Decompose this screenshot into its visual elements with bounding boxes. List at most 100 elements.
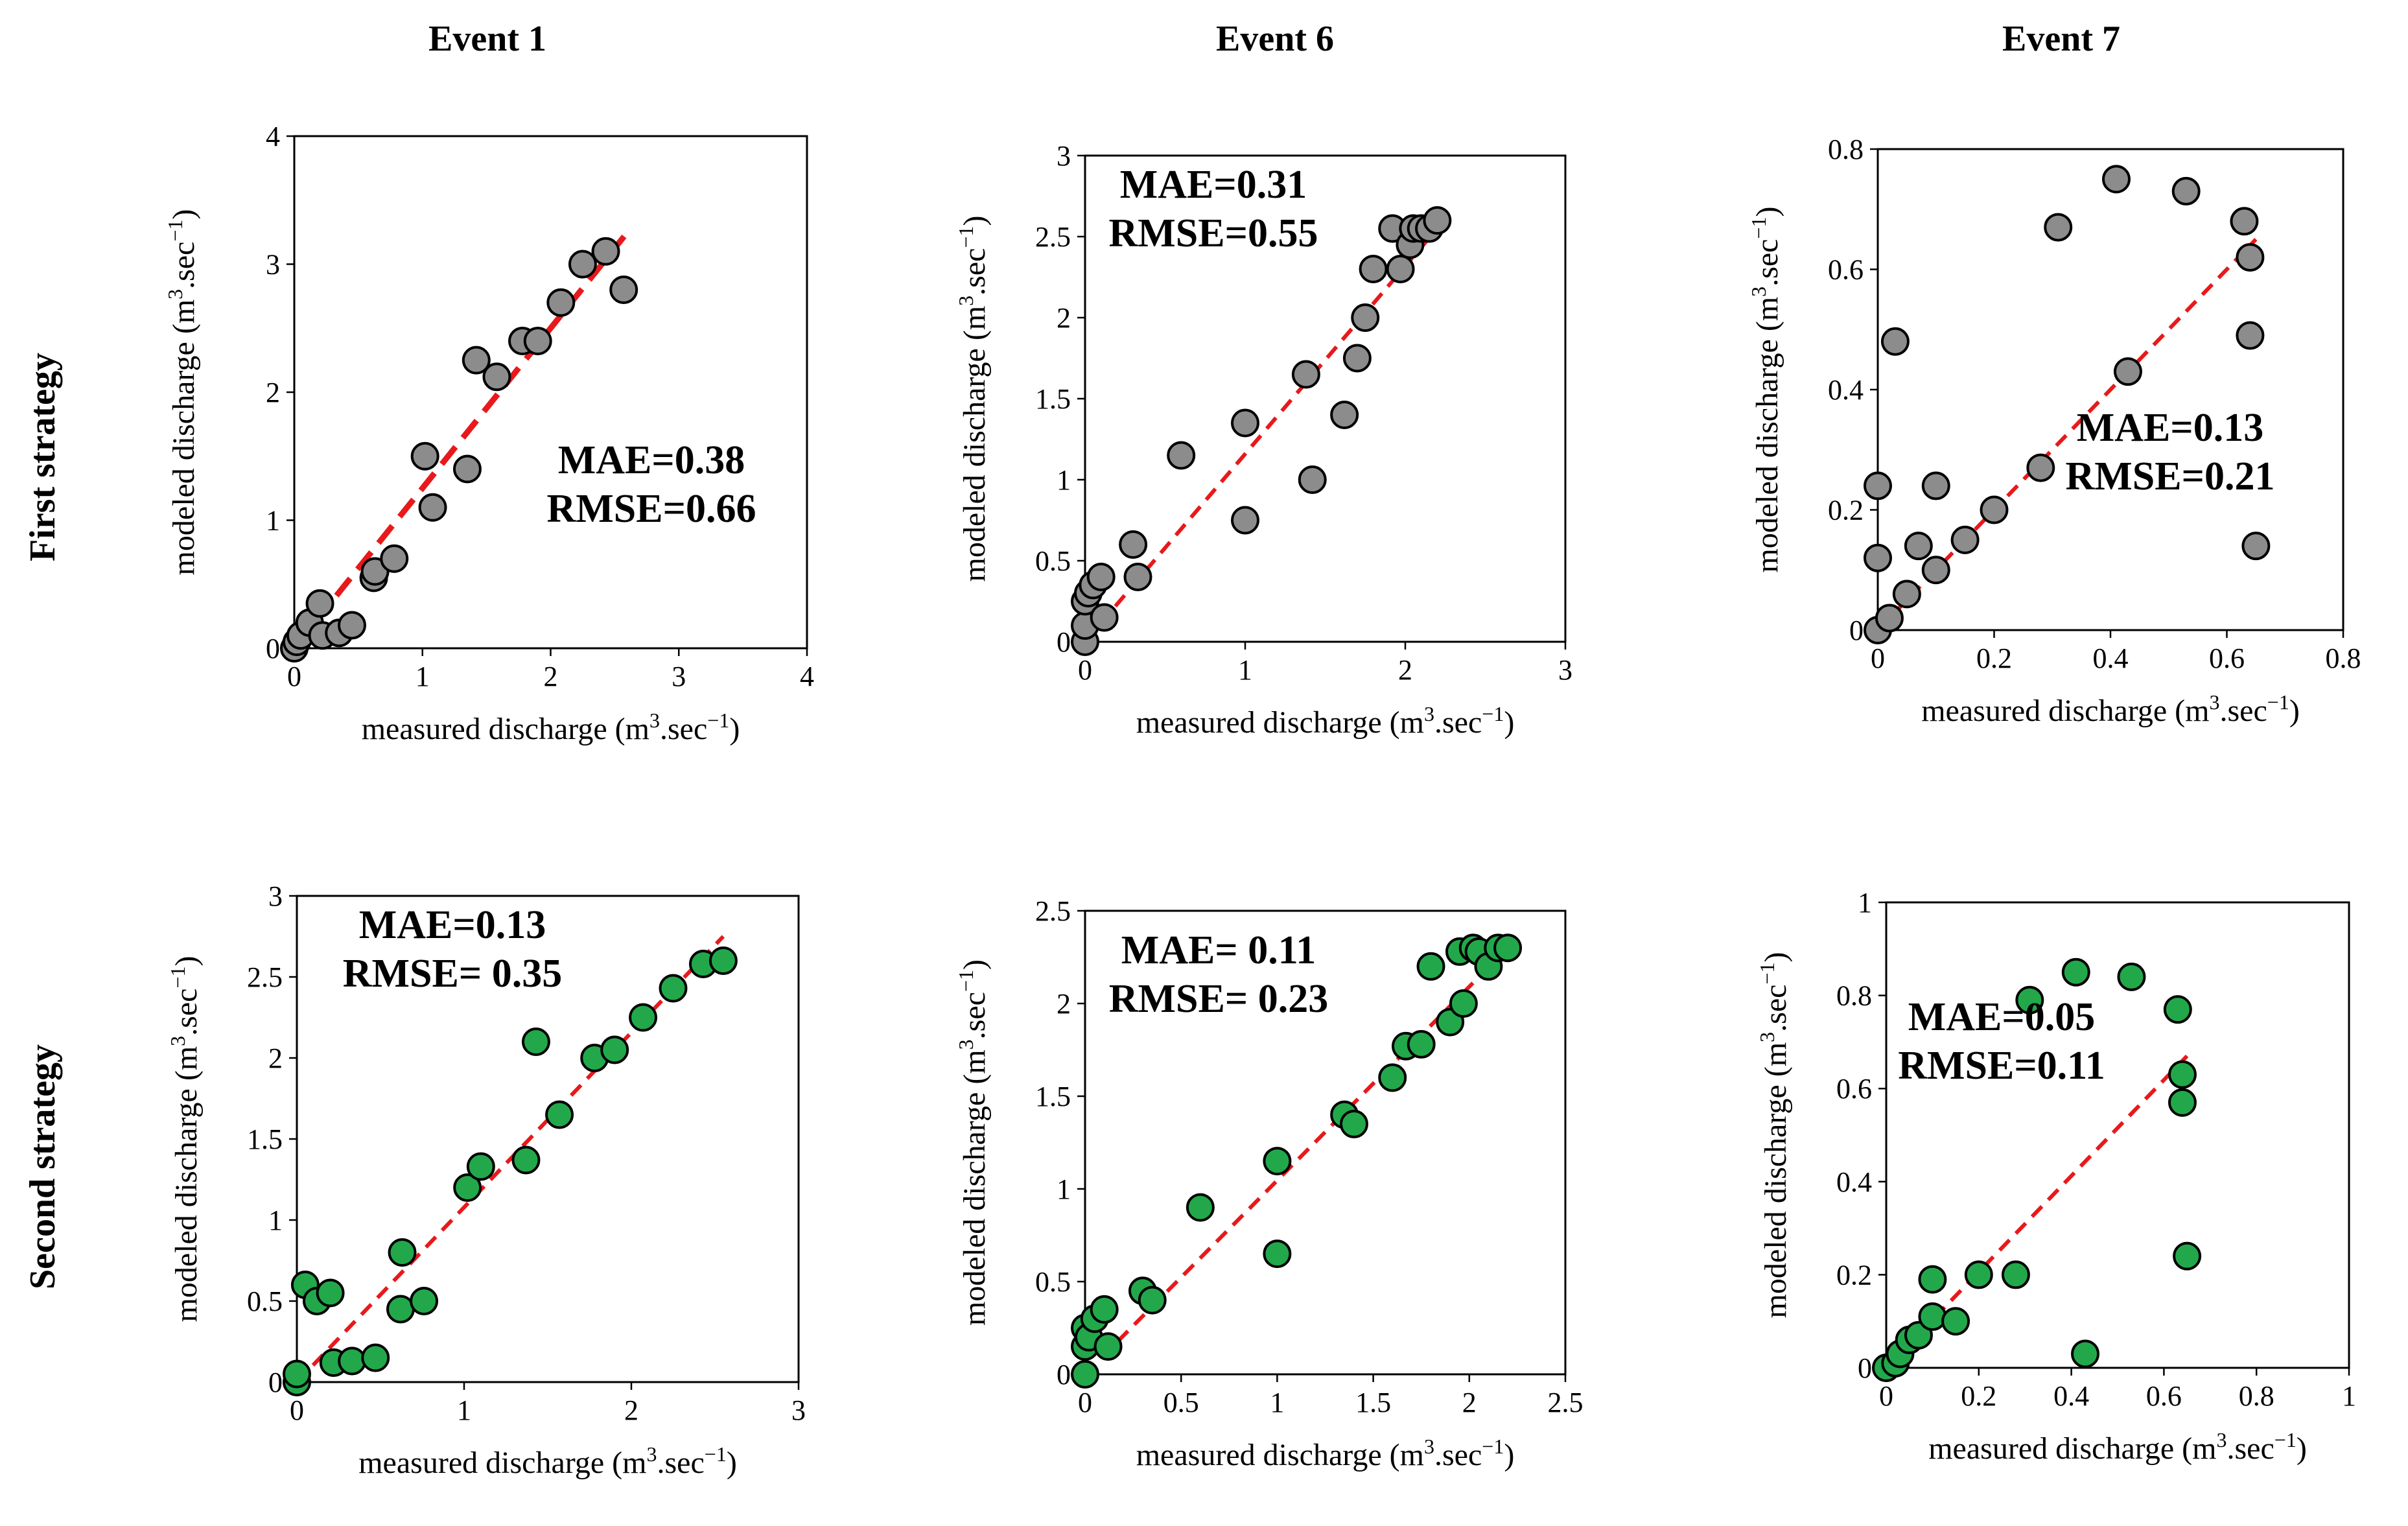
y-tick-label: 1	[1057, 1173, 1071, 1205]
rmse-annotation: RMSE=0.66	[547, 487, 756, 531]
y-tick-label: 0.8	[1828, 134, 1864, 165]
x-tick-label: 0.6	[2146, 1380, 2182, 1412]
panel-e7-first: 0 0.2 0.4 0.6 0.8 0 0.2 0.4 0.6 0.8 measured disch…	[1747, 134, 2361, 728]
y-tick-label: 4	[266, 121, 280, 152]
panel-e6-first: 0 1 2 3 0 0.5 1 1.5 2 2.5 3 measured discharge (m3.…	[954, 140, 1572, 740]
y-tick-label: 1	[1858, 887, 1872, 919]
x-tick-label: 2	[1462, 1387, 1477, 1418]
data-point	[2117, 962, 2146, 991]
data-point	[1138, 1285, 1167, 1315]
data-point	[591, 237, 620, 266]
data-point	[361, 1343, 390, 1372]
x-tick-label: 2	[544, 661, 558, 692]
data-point	[337, 611, 366, 640]
rmse-annotation: RMSE=0.21	[2066, 454, 2275, 499]
y-axis-label: modeled discharge (m3.sec−1)	[163, 209, 201, 576]
data-point	[511, 1145, 541, 1175]
column-title-event-1: Event 1	[428, 19, 546, 59]
x-axis-label: measured discharge (m3.sec−1)	[1136, 1435, 1515, 1472]
data-point	[338, 1346, 367, 1376]
data-point	[1980, 495, 2009, 524]
data-point	[568, 250, 597, 279]
data-point	[380, 544, 409, 573]
data-point	[659, 974, 688, 1003]
x-tick-label: 0.8	[2326, 642, 2361, 674]
x-axis-label: measured discharge (m3.sec−1)	[362, 709, 740, 746]
row-title-first-strategy: First strategy	[23, 353, 63, 561]
x-tick-label: 0	[1078, 1387, 1092, 1418]
y-tick-label: 0.5	[247, 1285, 283, 1317]
y-tick-label: 0	[1858, 1352, 1872, 1384]
data-point	[2101, 165, 2131, 194]
data-point	[1918, 1302, 1947, 1332]
y-tick-label: 2.5	[1035, 221, 1071, 253]
data-point	[1071, 1360, 1099, 1389]
trend-line	[1876, 238, 2258, 632]
data-point	[482, 362, 511, 392]
y-tick-label: 2.5	[1035, 895, 1071, 927]
panel-e7-second: 0 0.2 0.4 0.6 0.8 1 0 0.2 0.4 0.6 0.8 1 measured dis…	[1755, 887, 2356, 1466]
data-point	[2236, 242, 2265, 272]
panel-e1-second: 0 1 2 3 0 0.5 1 1.5 2 2.5 3 measured discharge (m3.…	[166, 880, 806, 1480]
data-point	[1416, 952, 1445, 981]
y-tick-label: 0.6	[1836, 1073, 1872, 1105]
column-title-event-6: Event 6	[1216, 19, 1334, 59]
x-axis-label: measured discharge (m3.sec−1)	[1136, 702, 1515, 740]
x-tick-label: 3	[672, 661, 686, 692]
y-tick-label: 1.5	[1035, 383, 1071, 415]
data-point	[1875, 604, 1904, 633]
data-point	[410, 441, 439, 471]
data-point	[1904, 532, 1933, 561]
y-axis-label: modeled discharge (m3.sec−1)	[954, 216, 992, 582]
data-point	[2026, 453, 2055, 482]
mae-annotation: MAE=0.13	[2077, 406, 2263, 450]
mae-annotation: MAE=0.05	[1908, 995, 2095, 1039]
y-tick-label: 3	[266, 249, 280, 281]
y-tick-label: 0	[1849, 615, 1864, 646]
data-point	[1231, 408, 1259, 438]
data-point	[2001, 1260, 2030, 1289]
data-point	[1864, 543, 1892, 572]
data-point	[1093, 1332, 1123, 1361]
data-point	[305, 589, 334, 618]
data-point	[1263, 1147, 1292, 1176]
data-point	[1378, 1063, 1407, 1092]
data-point	[1086, 563, 1116, 591]
data-point	[1941, 1307, 1970, 1336]
data-point	[2236, 321, 2265, 350]
y-tick-label: 0	[1057, 1359, 1071, 1391]
data-point	[1186, 1193, 1215, 1222]
plot-frame	[1084, 910, 1567, 1376]
data-point	[1423, 206, 1452, 235]
column-title-event-7: Event 7	[2002, 19, 2120, 59]
panel-e6-second: 0 0.5 1 1.5 2 2.5 0 0.5 1 1.5 2 2.5 measured dischar…	[954, 895, 1584, 1472]
y-tick-label: 0	[266, 633, 280, 664]
y-tick-label: 0.2	[1836, 1259, 1872, 1291]
data-point	[1386, 255, 1415, 283]
data-point	[410, 1287, 439, 1315]
data-point	[2113, 357, 2142, 386]
data-point	[2230, 207, 2259, 236]
y-tick-label: 1.5	[1035, 1081, 1071, 1112]
data-point	[1921, 471, 1950, 500]
data-point	[462, 346, 491, 375]
x-tick-label: 0.2	[1976, 642, 2012, 674]
data-point	[600, 1035, 629, 1064]
data-point	[1090, 603, 1119, 632]
data-point	[1263, 1239, 1292, 1269]
data-point	[452, 454, 482, 484]
data-point	[1298, 465, 1327, 494]
data-point	[2163, 995, 2192, 1024]
data-point	[453, 1173, 482, 1202]
x-tick-label: 0.4	[2053, 1380, 2089, 1412]
y-axis-label: modeled discharge (m3.sec−1)	[166, 956, 204, 1322]
data-point	[545, 1100, 574, 1129]
x-tick-label: 1.5	[1355, 1387, 1391, 1418]
x-tick-label: 0	[1879, 1380, 1893, 1412]
data-point	[418, 493, 447, 522]
x-tick-label: 0.6	[2209, 642, 2245, 674]
x-tick-label: 1	[1270, 1387, 1284, 1418]
y-tick-label: 0.5	[1035, 545, 1071, 577]
x-tick-label: 2	[624, 1394, 638, 1426]
y-tick-label: 2	[268, 1042, 283, 1074]
